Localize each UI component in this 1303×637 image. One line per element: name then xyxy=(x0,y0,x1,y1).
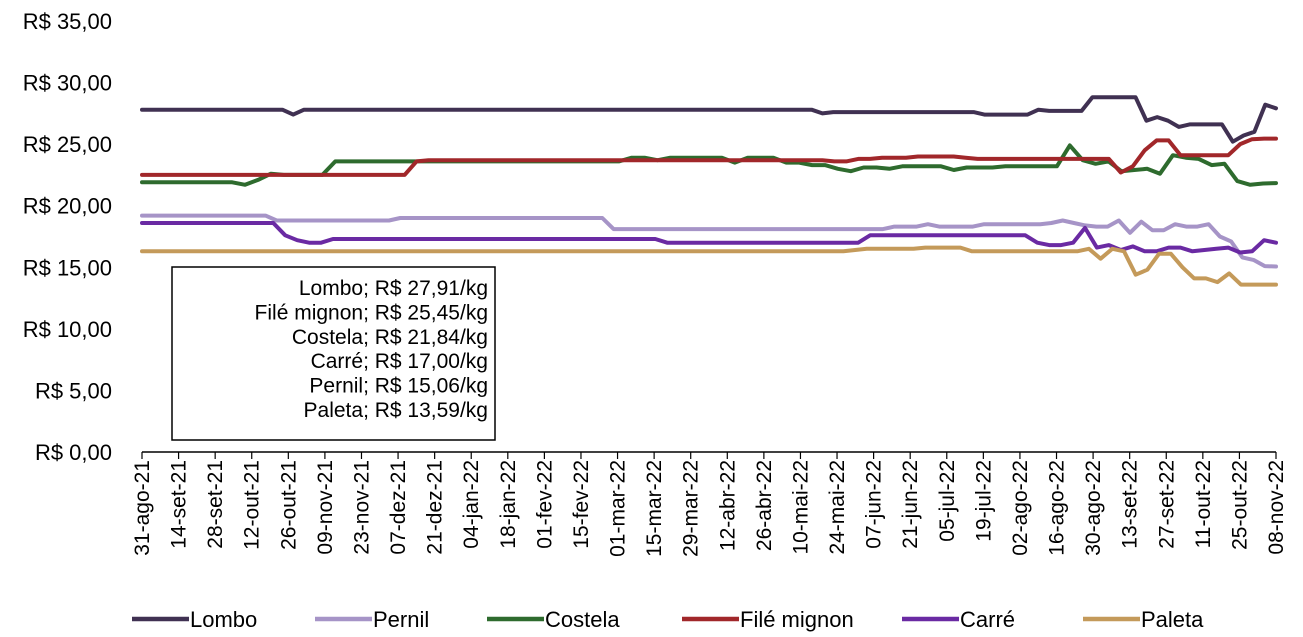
x-tick-label: 25-out-22 xyxy=(1228,460,1251,550)
y-tick-label: R$ 20,00 xyxy=(23,194,112,219)
x-tick-label: 12-out-21 xyxy=(241,460,264,550)
x-tick-label: 15-fev-22 xyxy=(570,460,593,549)
x-tick-label: 07-dez-21 xyxy=(387,460,410,555)
x-tick-label: 14-set-21 xyxy=(168,460,191,549)
series-line xyxy=(140,221,1278,255)
series-line xyxy=(140,213,1278,269)
legend-label: Filé mignon xyxy=(740,607,854,632)
x-tick-label: 15-mar-22 xyxy=(643,460,666,557)
y-axis: R$ 0,00 R$ 5,00 R$ 10,00 R$ 15,00 R$ 20,00 R$… xyxy=(23,9,112,465)
series-line xyxy=(140,143,1278,187)
annotation-line: Pernil; R$ 15,06/kg xyxy=(309,375,488,398)
y-tick-label: R$ 30,00 xyxy=(23,71,112,96)
x-tick-label: 29-mar-22 xyxy=(680,460,703,557)
x-tick-label: 31-ago-21 xyxy=(131,460,154,556)
x-tick-label: 16-ago-22 xyxy=(1046,460,1069,556)
legend: Lombo Pernil Costela Filé mignon Carré Paleta xyxy=(132,607,1204,632)
annotation-line: Costela; R$ 21,84/kg xyxy=(292,326,488,349)
x-tick-label: 12-abr-22 xyxy=(716,460,739,551)
x-tick-label: 01-mar-22 xyxy=(607,460,630,557)
x-axis: 31-ago-21 14-set-21 28-set-21 12-out-21 26-o… xyxy=(131,451,1288,557)
y-tick-label: R$ 5,00 xyxy=(35,378,112,403)
x-tick-label: 04-jan-22 xyxy=(460,460,483,549)
annotation-line: Paleta; R$ 13,59/kg xyxy=(304,399,488,422)
y-tick-label: R$ 35,00 xyxy=(23,9,112,34)
x-tick-label: 26-abr-22 xyxy=(753,460,776,551)
y-tick-label: R$ 10,00 xyxy=(23,317,112,342)
x-tick-label: 18-jan-22 xyxy=(497,460,520,549)
y-tick-label: R$ 25,00 xyxy=(23,132,112,157)
y-tick-label: R$ 0,00 xyxy=(35,440,112,465)
x-tick-label: 26-out-21 xyxy=(277,460,300,550)
x-tick-label: 28-set-21 xyxy=(204,460,227,549)
legend-label: Paleta xyxy=(1141,607,1204,632)
x-tick-label: 23-nov-21 xyxy=(350,460,373,555)
legend-label: Pernil xyxy=(373,607,429,632)
x-tick-label: 08-nov-22 xyxy=(1265,460,1288,555)
x-tick-label: 10-mai-22 xyxy=(789,460,812,555)
x-tick-label: 02-ago-22 xyxy=(1009,460,1032,556)
annotation-line: Carré; R$ 17,00/kg xyxy=(311,350,488,373)
x-tick-label: 01-fev-22 xyxy=(533,460,556,549)
series-line xyxy=(140,245,1278,287)
x-tick-label: 21-dez-21 xyxy=(424,460,447,555)
x-tick-label: 21-jun-22 xyxy=(899,460,922,549)
series-line xyxy=(140,136,1278,177)
y-tick-label: R$ 15,00 xyxy=(23,255,112,280)
x-tick-label: 27-set-22 xyxy=(1155,460,1178,549)
legend-label: Lombo xyxy=(190,607,257,632)
x-tick-label: 13-set-22 xyxy=(1119,460,1142,549)
x-tick-label: 30-ago-22 xyxy=(1082,460,1105,556)
x-tick-label: 24-mai-22 xyxy=(826,460,849,555)
series-line xyxy=(140,95,1278,144)
x-tick-label: 19-jul-22 xyxy=(972,460,995,542)
legend-label: Costela xyxy=(545,607,620,632)
legend-label: Carré xyxy=(960,607,1015,632)
x-tick-label: 11-out-22 xyxy=(1192,460,1215,548)
annotation-line: Filé mignon; R$ 25,45/kg xyxy=(255,301,488,324)
x-tick-label: 07-jun-22 xyxy=(863,460,886,549)
series-layer xyxy=(140,95,1278,287)
x-tick-label: 05-jul-22 xyxy=(936,460,959,542)
annotation-line: Lombo; R$ 27,91/kg xyxy=(299,277,488,300)
x-tick-label: 09-nov-21 xyxy=(314,460,337,555)
annotation-box xyxy=(171,266,496,441)
